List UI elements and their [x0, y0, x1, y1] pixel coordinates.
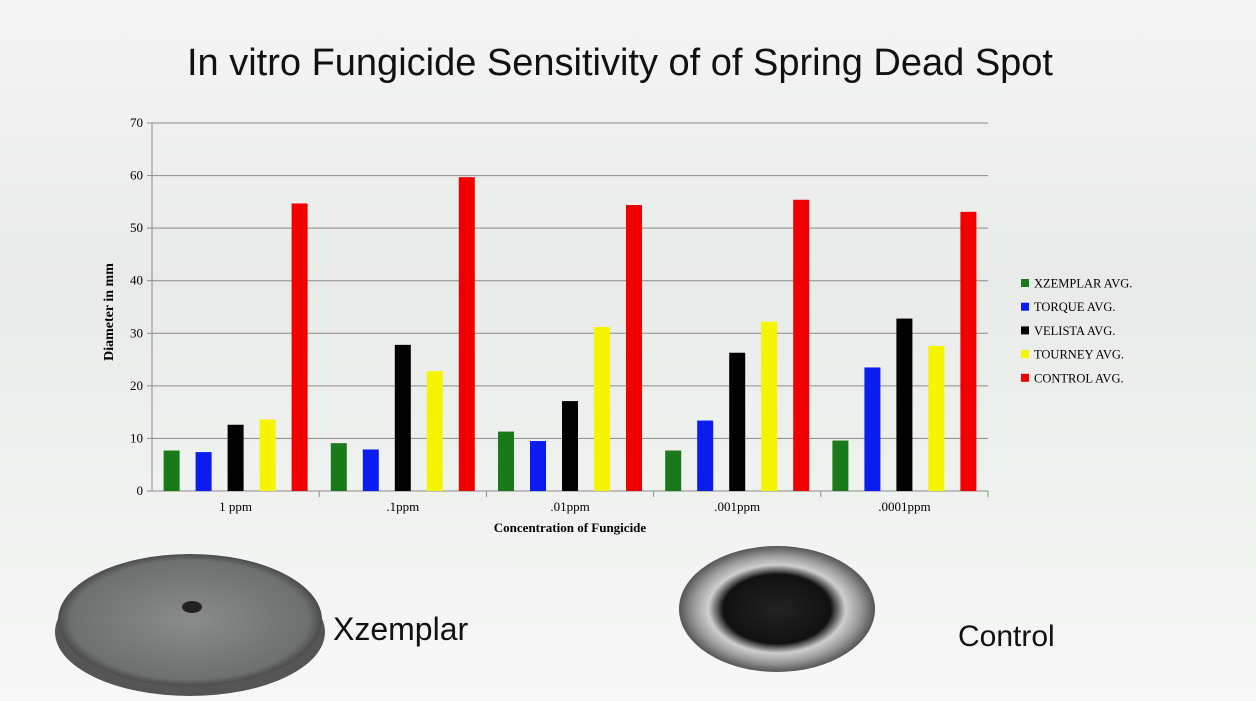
- y-axis-title: Diameter in mm: [102, 263, 117, 361]
- bar: [196, 452, 212, 491]
- fungal-colony: [182, 601, 202, 613]
- bar: [292, 203, 308, 491]
- legend-label: TOURNEY AVG.: [1034, 348, 1124, 362]
- bar: [427, 371, 443, 491]
- image-caption: Xzemplar: [333, 611, 469, 647]
- bar: [363, 449, 379, 491]
- x-axis-title: Concentration of Fungicide: [494, 520, 647, 535]
- bar: [562, 401, 578, 491]
- bar: [498, 432, 514, 491]
- bar: [665, 451, 681, 491]
- bar: [164, 451, 180, 491]
- bar: [960, 212, 976, 491]
- bar: [530, 441, 546, 491]
- bar: [697, 421, 713, 491]
- bar: [594, 327, 610, 491]
- legend-swatch: [1021, 326, 1029, 334]
- bar: [761, 322, 777, 491]
- x-tick-label: 1 ppm: [219, 499, 252, 514]
- slide: In vitro Fungicide Sensitivity of of Spr…: [0, 0, 1256, 701]
- page: In vitro Fungicide Sensitivity of of Spr…: [0, 0, 1256, 701]
- bar: [729, 353, 745, 491]
- y-tick-label: 50: [130, 220, 143, 235]
- y-tick-label: 10: [130, 430, 143, 445]
- image-caption: Control: [958, 620, 1055, 653]
- x-tick-label: .0001ppm: [878, 499, 930, 514]
- bar: [626, 205, 642, 491]
- y-tick-label: 0: [137, 483, 144, 498]
- bar: [864, 367, 880, 491]
- legend-swatch: [1021, 279, 1029, 287]
- x-tick-label: .001ppm: [714, 499, 760, 514]
- petri-dish: [679, 546, 875, 672]
- legend-label: XZEMPLAR AVG.: [1034, 277, 1132, 291]
- bar: [793, 200, 809, 491]
- legend-label: TORQUE AVG.: [1034, 300, 1116, 314]
- legend-swatch: [1021, 350, 1029, 358]
- bar: [331, 443, 347, 491]
- chart-title: In vitro Fungicide Sensitivity of of Spr…: [187, 42, 1053, 84]
- petri-dish: [58, 554, 322, 686]
- y-tick-label: 70: [130, 115, 143, 130]
- bar: [395, 345, 411, 491]
- bar: [228, 425, 244, 491]
- x-tick-label: .01ppm: [550, 499, 589, 514]
- x-tick-label: .1ppm: [386, 499, 419, 514]
- y-tick-label: 40: [130, 273, 143, 288]
- bar: [928, 346, 944, 491]
- bar: [896, 319, 912, 491]
- bar: [832, 441, 848, 491]
- y-tick-label: 20: [130, 378, 143, 393]
- legend-swatch: [1021, 303, 1029, 311]
- bar: [459, 177, 475, 491]
- y-tick-label: 60: [130, 168, 143, 183]
- bar: [260, 420, 276, 491]
- y-tick-label: 30: [130, 325, 143, 340]
- legend-label: CONTROL AVG.: [1034, 371, 1124, 385]
- legend-label: VELISTA AVG.: [1034, 324, 1115, 338]
- legend-swatch: [1021, 374, 1029, 382]
